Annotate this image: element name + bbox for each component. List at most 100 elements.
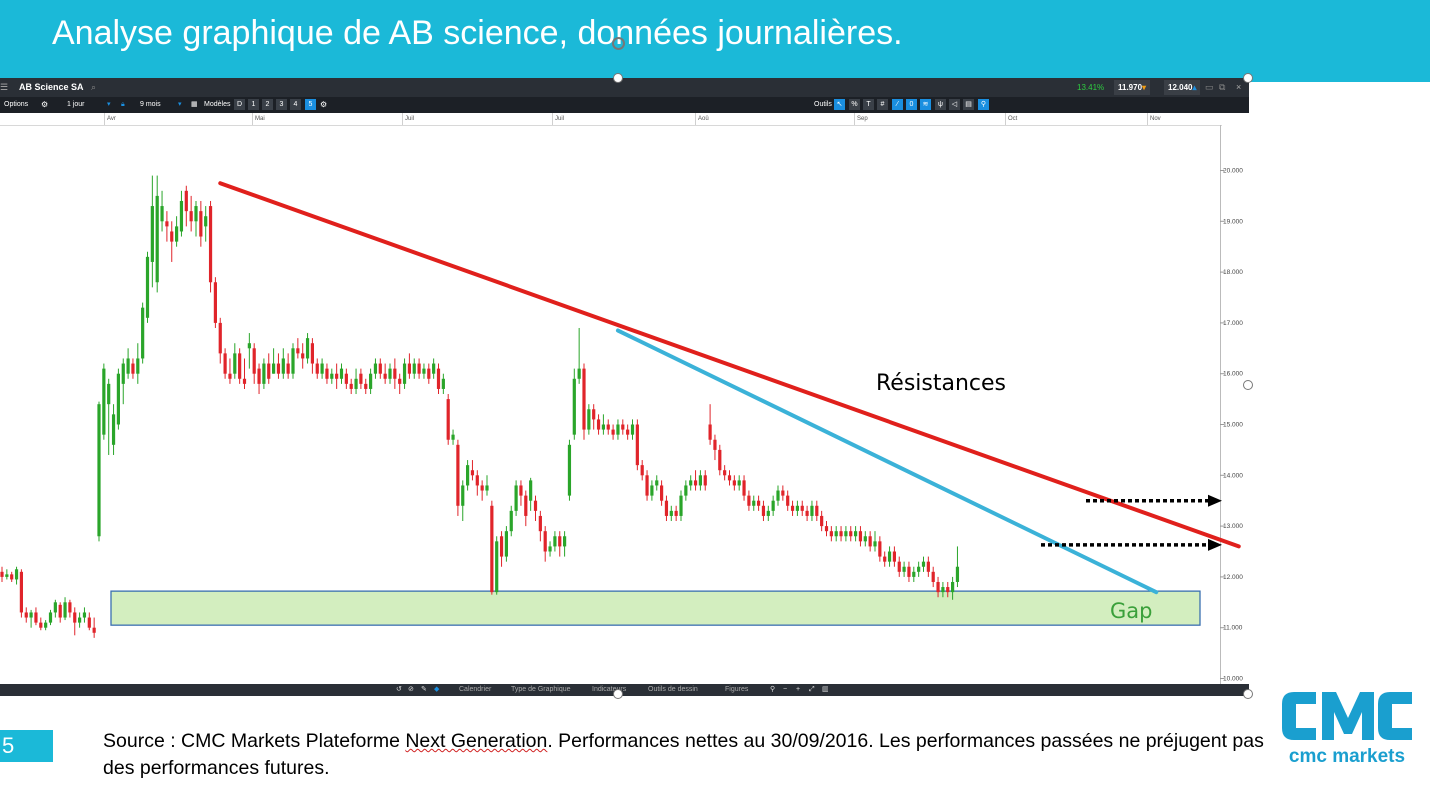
rotate-handle[interactable] [612, 37, 625, 50]
zoom-out-icon[interactable]: − [783, 686, 788, 693]
slide-title: Analyse graphique de AB science, données… [52, 14, 903, 52]
selection-handle[interactable] [1243, 689, 1253, 699]
minimize-icon[interactable]: ▭ [1205, 82, 1214, 92]
candle [907, 566, 911, 577]
grid-tool-icon[interactable]: # [877, 99, 888, 110]
ask-arrow-icon: ▴ [1192, 83, 1197, 92]
candle [470, 470, 475, 476]
drawing-tools-tab[interactable]: Outils de dessin [648, 686, 698, 693]
selection-handle[interactable] [1243, 73, 1253, 83]
bid-price[interactable]: 11.970▾ [1114, 80, 1151, 95]
candle [315, 363, 319, 374]
annotation-resistances: Résistances [876, 371, 1006, 396]
range-dropdown-icon[interactable]: ▾ [178, 101, 182, 108]
lock-icon[interactable]: 🔒︎ [121, 101, 125, 108]
text-tool-icon[interactable]: T [863, 99, 874, 110]
percent-tool-icon[interactable]: % [849, 99, 860, 110]
cursor-tool-icon[interactable]: ↖ [834, 99, 845, 110]
candle [179, 200, 184, 232]
candle [165, 221, 169, 227]
candle [325, 368, 329, 379]
selection-handle[interactable] [613, 73, 623, 83]
hide-drawings-icon[interactable]: ⊘ [408, 686, 414, 693]
candle [645, 475, 649, 496]
chart-bottom-toolbar: ↺ ⊘ ✎ ◆ Calendrier Type de Graphique Ind… [0, 684, 1249, 696]
candle [485, 485, 489, 491]
line-tool-icon[interactable]: ⁄ [892, 99, 903, 110]
candle [354, 378, 358, 389]
slide-number: 5 [0, 730, 53, 762]
candle [373, 363, 378, 374]
candle [955, 566, 960, 582]
settings-icon[interactable]: ⚙ [41, 100, 49, 109]
candle [626, 429, 630, 435]
selection-handle[interactable] [1243, 380, 1253, 390]
candle [228, 373, 232, 379]
draw-mode-4[interactable]: 4 [290, 99, 301, 110]
selection-handle[interactable] [613, 689, 623, 699]
expand-icon[interactable]: ⧉ [1219, 82, 1226, 92]
draw-mode-2[interactable]: 2 [262, 99, 273, 110]
candle [97, 404, 101, 537]
candle [170, 231, 174, 242]
search-icon[interactable]: ⌕ [91, 82, 97, 92]
candle [116, 373, 120, 425]
delete-drawings-icon[interactable]: ◆ [434, 686, 440, 693]
candle [432, 363, 436, 374]
range-select[interactable]: 9 mois [140, 101, 161, 108]
eraser-tool-icon[interactable]: ◁ [949, 99, 960, 110]
pitchfork-tool-icon[interactable]: ψ [935, 99, 946, 110]
period-select[interactable]: 1 jour [67, 101, 85, 108]
models-button[interactable]: Modèles [204, 101, 231, 108]
candle [606, 424, 610, 430]
indicators-tab[interactable]: Indicateurs [592, 686, 627, 693]
candle [456, 444, 460, 506]
fib-tool-icon[interactable]: 0 [906, 99, 917, 110]
y-tick-label: 10.000 [1223, 676, 1243, 683]
zoom-in-icon[interactable]: + [796, 686, 801, 693]
candle [708, 424, 712, 440]
candle [320, 363, 324, 374]
candle [247, 343, 251, 349]
draw-settings-icon[interactable]: ⚙ [320, 100, 328, 109]
print-icon[interactable]: ▤ [963, 99, 974, 110]
candle [446, 399, 450, 440]
ask-price[interactable]: 12.040▴ [1164, 80, 1201, 95]
magnet-tool-icon[interactable]: ⚲ [978, 99, 989, 110]
draw-mode-3[interactable]: 3 [276, 99, 287, 110]
close-icon[interactable]: × [1236, 82, 1242, 92]
candle [824, 526, 829, 532]
source-text: Source : CMC Markets Plateforme [103, 730, 406, 752]
period-dropdown-icon[interactable]: ▾ [107, 101, 111, 108]
reset-zoom-icon[interactable]: ▥ [822, 686, 829, 693]
chart-type-tab[interactable]: Type de Graphique [511, 686, 571, 693]
candle [621, 424, 625, 430]
candle [509, 510, 513, 532]
zoom-icon[interactable]: ⚲ [770, 686, 776, 693]
pencil-icon[interactable]: ✎ [421, 686, 427, 693]
draw-mode-5[interactable]: 5 [305, 99, 316, 110]
calendar-tab[interactable]: Calendrier [459, 686, 492, 693]
candle [582, 368, 586, 430]
candle [262, 363, 266, 384]
draw-mode-d[interactable]: D [234, 99, 245, 110]
menu-icon[interactable]: ☰ [0, 82, 9, 92]
undo-icon[interactable]: ↺ [396, 686, 402, 693]
candle [175, 226, 179, 242]
candle [14, 569, 19, 580]
draw-mode-1[interactable]: 1 [248, 99, 259, 110]
candle [364, 383, 368, 389]
y-tick-label: 13.000 [1223, 523, 1243, 530]
candle [897, 561, 901, 572]
fit-icon[interactable]: ⤢ [809, 686, 815, 693]
candle [495, 541, 499, 593]
candle [844, 531, 848, 537]
figures-tab[interactable]: Figures [725, 686, 749, 693]
candle [669, 510, 673, 516]
channel-tool-icon[interactable]: ≋ [920, 99, 931, 110]
candle [941, 587, 945, 593]
arrow-head-icon [1208, 494, 1222, 507]
calendar-icon[interactable]: ▦ [191, 101, 198, 108]
candle [126, 358, 130, 374]
options-button[interactable]: Options [4, 101, 29, 108]
